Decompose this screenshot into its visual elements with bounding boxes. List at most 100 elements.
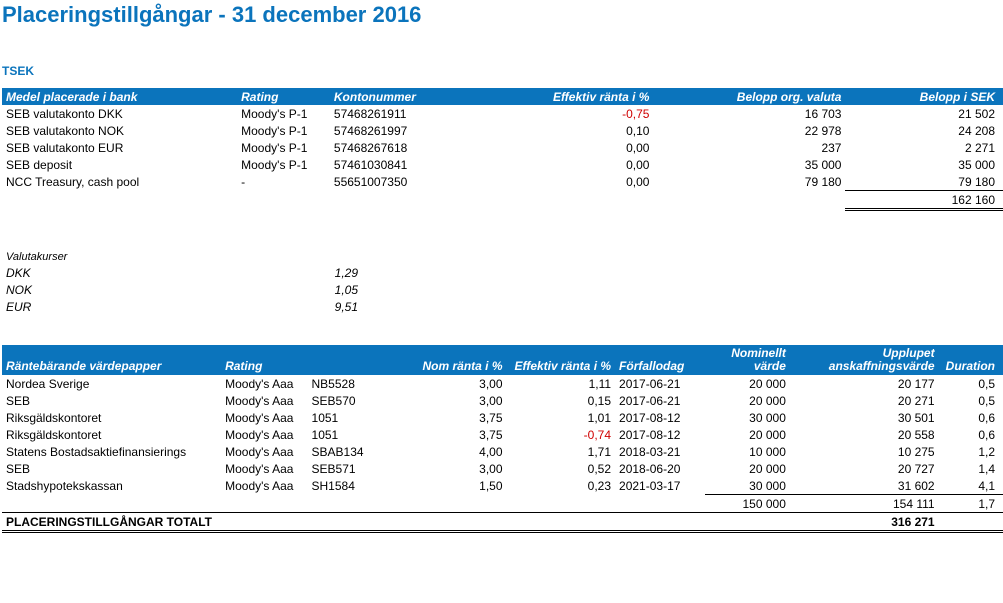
grand-total-value: 316 271 — [790, 513, 939, 532]
sec-sub-duration: 1,7 — [939, 495, 1003, 513]
bank-total-row: 162 160 — [2, 191, 1003, 210]
col-name: Medel placerade i bank — [2, 88, 237, 105]
bank-total-sek: 162 160 — [845, 191, 1003, 210]
cell-sec-rating: Moody's Aaa — [221, 477, 307, 495]
cell-sec-maturity: 2018-03-21 — [615, 443, 705, 460]
cell-sec-nomrate: 3,75 — [368, 426, 507, 443]
cell-sec-effrate: 0,52 — [507, 460, 616, 477]
cell-name: SEB valutakonto DKK — [2, 105, 237, 122]
cell-sec-name: SEB — [2, 460, 221, 477]
cell-sec-nominal: 10 000 — [705, 443, 789, 460]
cell-amount-orig: 16 703 — [653, 105, 845, 122]
cell-sec-maturity: 2017-08-12 — [615, 409, 705, 426]
cell-sec-duration: 0,5 — [939, 392, 1003, 409]
cell-sec-maturity: 2017-08-12 — [615, 426, 705, 443]
cell-rating: - — [237, 173, 330, 191]
cell-sec-effrate: 0,23 — [507, 477, 616, 495]
table-row: NOK1,05 — [2, 281, 362, 298]
col-amount-orig: Belopp org. valuta — [653, 88, 845, 105]
cell-rating: Moody's P-1 — [237, 156, 330, 173]
cell-eff-rate: 0,00 — [543, 139, 653, 156]
page-title: Placeringstillgångar - 31 december 2016 — [2, 2, 1003, 28]
sec-header-row: Räntebärande värdepapper Rating Nom ränt… — [2, 345, 1003, 375]
table-row: SEBMoody's AaaSEB5703,000,152017-06-2120… — [2, 392, 1003, 409]
cell-rate: 1,29 — [302, 264, 362, 281]
securities-table: Räntebärande värdepapper Rating Nom ränt… — [2, 345, 1003, 533]
cell-account: 55651007350 — [330, 173, 544, 191]
cell-sec-duration: 0,6 — [939, 426, 1003, 443]
cell-amount-orig: 237 — [653, 139, 845, 156]
cell-sec-accrued: 10 275 — [790, 443, 939, 460]
cell-ccy: EUR — [2, 298, 302, 315]
cell-sec-rating: Moody's Aaa — [221, 409, 307, 426]
col-sec-name: Räntebärande värdepapper — [2, 345, 221, 375]
page: Placeringstillgångar - 31 december 2016 … — [0, 0, 1003, 533]
cell-sec-nomrate: 3,75 — [368, 409, 507, 426]
cell-ccy: NOK — [2, 281, 302, 298]
cell-sec-nominal: 20 000 — [705, 460, 789, 477]
col-eff-rate: Effektiv ränta i % — [543, 88, 653, 105]
cell-eff-rate: 0,00 — [543, 173, 653, 191]
sec-sub-accrued: 154 111 — [790, 495, 939, 513]
cell-rating: Moody's P-1 — [237, 139, 330, 156]
cell-amount-sek: 35 000 — [845, 156, 1003, 173]
cell-sec-rating: Moody's Aaa — [221, 392, 307, 409]
cell-name: NCC Treasury, cash pool — [2, 173, 237, 191]
fx-table: Valutakurser DKK1,29NOK1,05EUR9,51 — [2, 249, 362, 315]
col-sec-nominal: Nominelltvärde — [705, 345, 789, 375]
fx-heading: Valutakurser — [2, 249, 302, 264]
cell-sec-duration: 4,1 — [939, 477, 1003, 495]
cell-rate: 9,51 — [302, 298, 362, 315]
cell-sec-accrued: 30 501 — [790, 409, 939, 426]
sec-sub-nominal: 150 000 — [705, 495, 789, 513]
col-sec-effrate: Effektiv ränta i % — [507, 345, 616, 375]
cell-sec-code: SBAB134 — [308, 443, 368, 460]
sec-subtotal-row: 150 000 154 111 1,7 — [2, 495, 1003, 513]
cell-sec-code: SEB571 — [308, 460, 368, 477]
cell-sec-code: 1051 — [308, 426, 368, 443]
cell-name: SEB valutakonto NOK — [2, 122, 237, 139]
cell-rating: Moody's P-1 — [237, 122, 330, 139]
col-sec-accrued: Upplupetanskaffningsvärde — [790, 345, 939, 375]
cell-sec-nominal: 30 000 — [705, 477, 789, 495]
cell-sec-name: Statens Bostadsaktiefinansierings — [2, 443, 221, 460]
table-row: EUR9,51 — [2, 298, 362, 315]
cell-sec-nomrate: 4,00 — [368, 443, 507, 460]
cell-sec-accrued: 20 727 — [790, 460, 939, 477]
cell-sec-code: 1051 — [308, 409, 368, 426]
bank-table: Medel placerade i bank Rating Kontonumme… — [2, 88, 1003, 211]
col-sec-rating: Rating — [221, 345, 307, 375]
col-sec-maturity: Förfallodag — [615, 345, 705, 375]
cell-sec-effrate: 1,01 — [507, 409, 616, 426]
cell-ccy: DKK — [2, 264, 302, 281]
cell-sec-effrate: -0,74 — [507, 426, 616, 443]
cell-sec-duration: 0,5 — [939, 375, 1003, 392]
cell-sec-accrued: 31 602 — [790, 477, 939, 495]
cell-sec-accrued: 20 271 — [790, 392, 939, 409]
cell-account: 57468267618 — [330, 139, 544, 156]
cell-sec-effrate: 1,11 — [507, 375, 616, 392]
cell-sec-rating: Moody's Aaa — [221, 460, 307, 477]
table-row: NCC Treasury, cash pool-556510073500,00 7… — [2, 173, 1003, 191]
table-row: SEBMoody's AaaSEB5713,000,522018-06-2020… — [2, 460, 1003, 477]
table-row: RiksgäldskontoretMoody's Aaa10513,751,01… — [2, 409, 1003, 426]
cell-sec-nomrate: 3,00 — [368, 460, 507, 477]
cell-rate: 1,05 — [302, 281, 362, 298]
grand-total-label: PLACERINGSTILLGÅNGAR TOTALT — [2, 513, 705, 532]
cell-sec-code: SEB570 — [308, 392, 368, 409]
cell-account: 57468261997 — [330, 122, 544, 139]
cell-sec-rating: Moody's Aaa — [221, 375, 307, 392]
cell-sec-name: Riksgäldskontoret — [2, 409, 221, 426]
cell-sec-code: NB5528 — [308, 375, 368, 392]
cell-sec-nominal: 20 000 — [705, 375, 789, 392]
cell-sec-name: Riksgäldskontoret — [2, 426, 221, 443]
cell-sec-code: SH1584 — [308, 477, 368, 495]
cell-rating: Moody's P-1 — [237, 105, 330, 122]
cell-account: 57468261911 — [330, 105, 544, 122]
cell-sec-name: Stadshypotekskassan — [2, 477, 221, 495]
cell-amount-sek: 79 180 — [845, 173, 1003, 191]
table-row: Nordea SverigeMoody's AaaNB55283,001,112… — [2, 375, 1003, 392]
cell-sec-accrued: 20 558 — [790, 426, 939, 443]
cell-sec-nomrate: 3,00 — [368, 375, 507, 392]
cell-sec-maturity: 2021-03-17 — [615, 477, 705, 495]
